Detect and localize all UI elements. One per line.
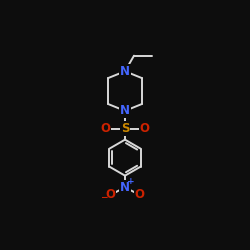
Text: O: O [140, 122, 150, 135]
Text: O: O [135, 188, 145, 202]
Text: N: N [120, 104, 130, 117]
Text: O: O [105, 188, 115, 202]
Text: O: O [100, 122, 110, 135]
Text: S: S [121, 122, 129, 135]
Text: −: − [100, 192, 108, 202]
Text: N: N [120, 65, 130, 78]
Text: +: + [127, 177, 134, 186]
Text: N: N [120, 181, 130, 194]
